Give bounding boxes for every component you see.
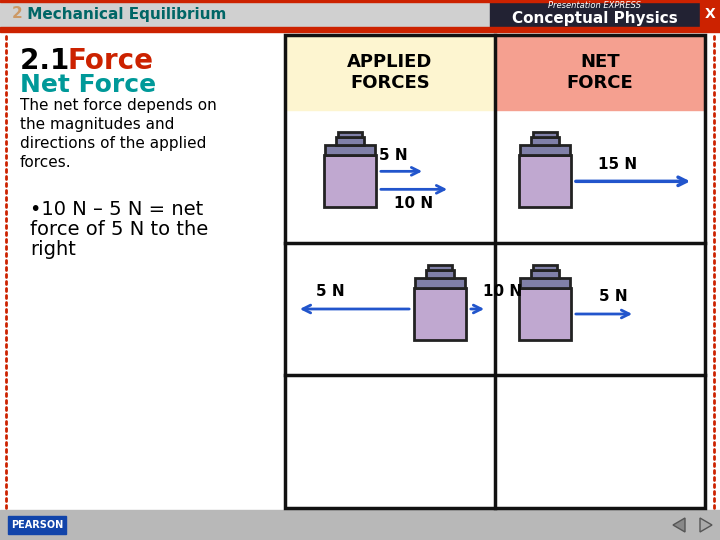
Bar — [0, 510, 720, 540]
Text: 2.1: 2.1 — [20, 47, 79, 75]
Bar — [519, 156, 571, 207]
Bar — [285, 35, 705, 508]
Bar — [0, 27, 720, 32]
Text: the magnitudes and: the magnitudes and — [20, 117, 174, 132]
Text: force of 5 N to the: force of 5 N to the — [30, 220, 208, 239]
Bar — [426, 270, 454, 278]
Bar — [519, 288, 571, 340]
Text: 2: 2 — [12, 6, 23, 22]
Bar — [336, 137, 364, 145]
Bar — [490, 0, 700, 28]
Text: 10 N: 10 N — [395, 197, 433, 211]
Text: 15 N: 15 N — [598, 157, 638, 172]
Bar — [428, 265, 451, 270]
Bar — [531, 270, 559, 278]
Bar — [8, 516, 66, 534]
Text: X: X — [705, 7, 716, 21]
Bar — [521, 278, 570, 288]
Text: 10 N: 10 N — [483, 284, 523, 299]
Bar — [0, 0, 720, 2]
Text: APPLIED
FORCES: APPLIED FORCES — [347, 53, 433, 92]
Text: Force: Force — [68, 47, 154, 75]
Bar — [325, 145, 374, 156]
Bar — [415, 278, 464, 288]
Text: Presentation EXPRESS: Presentation EXPRESS — [549, 2, 642, 10]
Bar — [521, 145, 570, 156]
Text: The net force depends on: The net force depends on — [20, 98, 217, 113]
Text: 5 N: 5 N — [379, 148, 408, 163]
Bar — [700, 0, 720, 28]
Bar — [534, 265, 557, 270]
Bar — [531, 137, 559, 145]
Bar — [338, 132, 361, 137]
Bar — [0, 0, 720, 28]
Text: forces.: forces. — [20, 155, 71, 170]
Text: 5 N: 5 N — [599, 289, 627, 304]
Bar — [324, 156, 376, 207]
Bar — [495, 35, 705, 110]
Text: Mechanical Equilibrium: Mechanical Equilibrium — [22, 6, 226, 22]
Bar — [414, 288, 466, 340]
Text: Net Force: Net Force — [20, 73, 156, 97]
Text: directions of the applied: directions of the applied — [20, 136, 207, 151]
Text: right: right — [30, 240, 76, 259]
Text: Conceptual Physics: Conceptual Physics — [512, 11, 678, 26]
Polygon shape — [700, 518, 712, 532]
Polygon shape — [673, 518, 685, 532]
Text: NET
FORCE: NET FORCE — [567, 53, 634, 92]
Text: 5 N: 5 N — [315, 284, 344, 299]
Bar — [285, 35, 495, 110]
Bar — [534, 132, 557, 137]
Text: PEARSON: PEARSON — [11, 520, 63, 530]
Text: •10 N – 5 N = net: •10 N – 5 N = net — [30, 200, 203, 219]
